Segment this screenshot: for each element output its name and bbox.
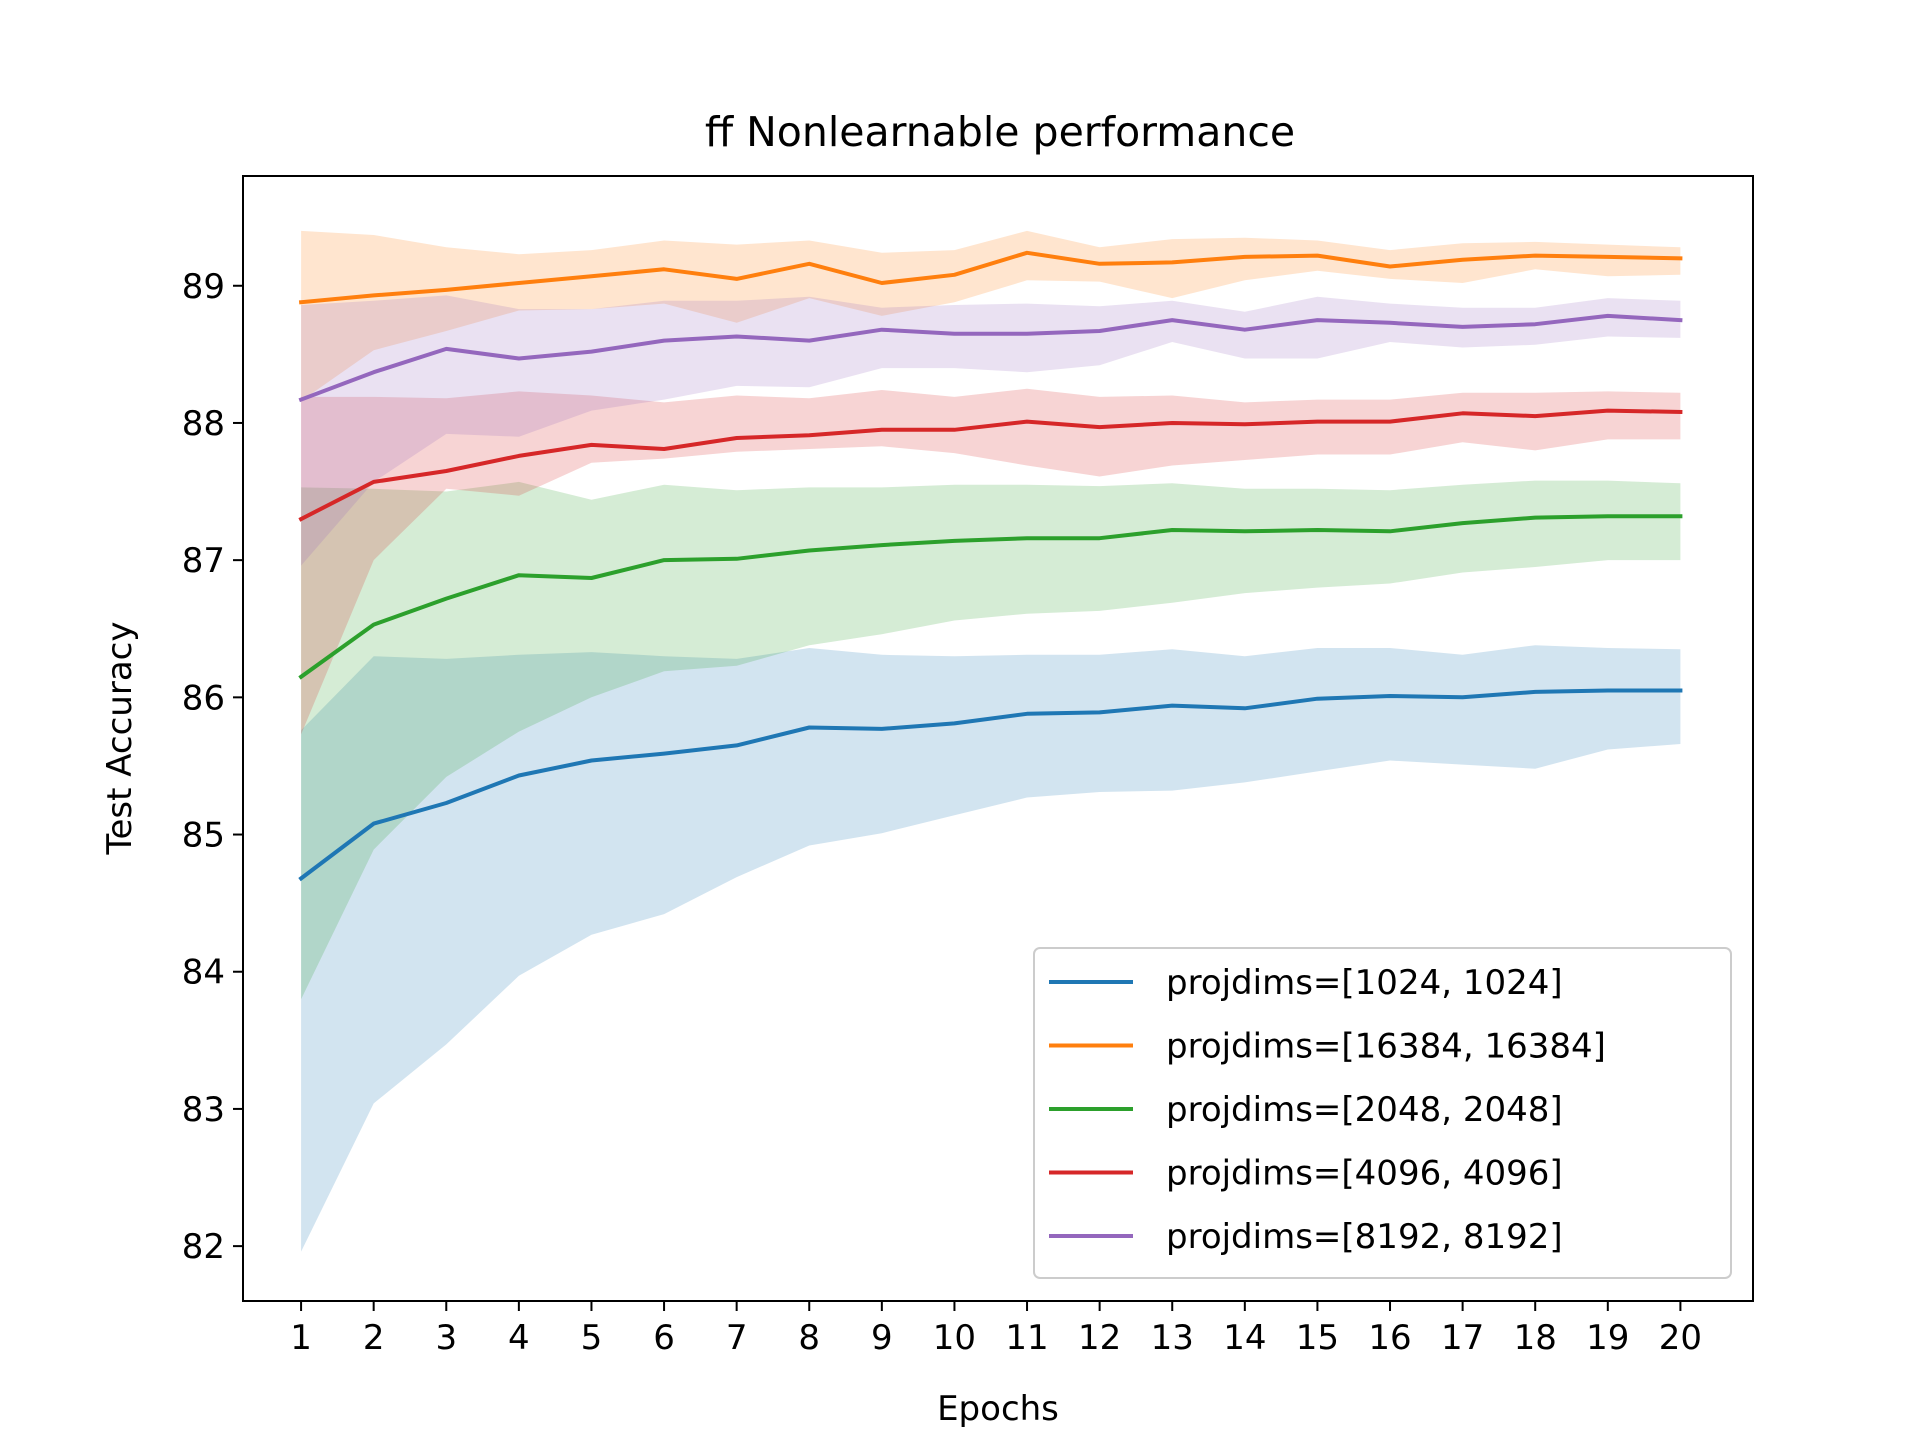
confidence-bands <box>301 230 1681 1252</box>
x-tick-label: 14 <box>1223 1318 1266 1358</box>
x-tick-label: 20 <box>1659 1318 1702 1358</box>
line-series-5 <box>298 313 1683 403</box>
y-tick-label: 89 <box>182 267 225 307</box>
x-tick-label: 2 <box>363 1318 385 1358</box>
band-series-2 <box>301 230 1681 401</box>
legend-label-5: projdims=[8192, 8192] <box>1166 1217 1563 1257</box>
x-tick-label: 8 <box>798 1318 820 1358</box>
band-series-4 <box>301 388 1681 735</box>
plot-frame <box>242 175 1754 1302</box>
legend-label-2: projdims=[16384, 16384] <box>1166 1027 1606 1067</box>
band-series-5 <box>301 295 1681 566</box>
x-axis-label: Epochs <box>937 1389 1059 1429</box>
y-axis: 82 83 84 85 86 87 88 89 <box>182 267 243 1267</box>
x-tick-label: 13 <box>1151 1318 1194 1358</box>
chart-title: ff Nonlearnable performance <box>705 108 1295 156</box>
y-tick-label: 88 <box>182 404 225 444</box>
legend-label-4: projdims=[4096, 4096] <box>1166 1154 1563 1194</box>
legend-box <box>1033 947 1732 1279</box>
x-tick-label: 11 <box>1005 1318 1048 1358</box>
y-axis-label: Test Accuracy <box>100 622 140 856</box>
x-tick-label: 3 <box>435 1318 457 1358</box>
x-tick-label: 7 <box>726 1318 748 1358</box>
x-axis: 1 2 3 4 5 6 7 8 9 10 11 12 13 14 15 16 17 18 19 20 <box>290 1301 1702 1358</box>
legend-label-1: projdims=[1024, 1024] <box>1166 963 1563 1003</box>
x-tick-label: 18 <box>1514 1318 1557 1358</box>
x-tick-label: 15 <box>1296 1318 1339 1358</box>
line-series-4 <box>298 408 1683 522</box>
x-tick-label: 1 <box>290 1318 312 1358</box>
legend: projdims=[1024, 1024] projdims=[16384, 16… <box>1033 947 1732 1279</box>
series-lines <box>298 250 1683 882</box>
x-tick-label: 9 <box>871 1318 893 1358</box>
y-tick-label: 82 <box>182 1227 225 1267</box>
x-tick-label: 17 <box>1441 1318 1484 1358</box>
y-tick-label: 87 <box>182 541 225 581</box>
x-tick-label: 16 <box>1368 1318 1411 1358</box>
line-series-2 <box>298 250 1683 305</box>
x-tick-label: 19 <box>1586 1318 1629 1358</box>
x-tick-label: 10 <box>933 1318 976 1358</box>
y-tick-label: 84 <box>182 953 225 993</box>
band-series-3 <box>301 480 1681 1000</box>
x-tick-label: 12 <box>1078 1318 1121 1358</box>
x-tick-label: 4 <box>508 1318 530 1358</box>
legend-label-3: projdims=[2048, 2048] <box>1166 1090 1563 1130</box>
y-tick-label: 86 <box>182 678 225 718</box>
line-series-1 <box>298 688 1683 882</box>
band-series-1 <box>301 645 1681 1252</box>
x-tick-label: 6 <box>653 1318 675 1358</box>
x-tick-label: 5 <box>581 1318 603 1358</box>
line-series-3 <box>298 514 1683 680</box>
y-tick-label: 85 <box>182 816 225 856</box>
y-tick-label: 83 <box>182 1090 225 1130</box>
